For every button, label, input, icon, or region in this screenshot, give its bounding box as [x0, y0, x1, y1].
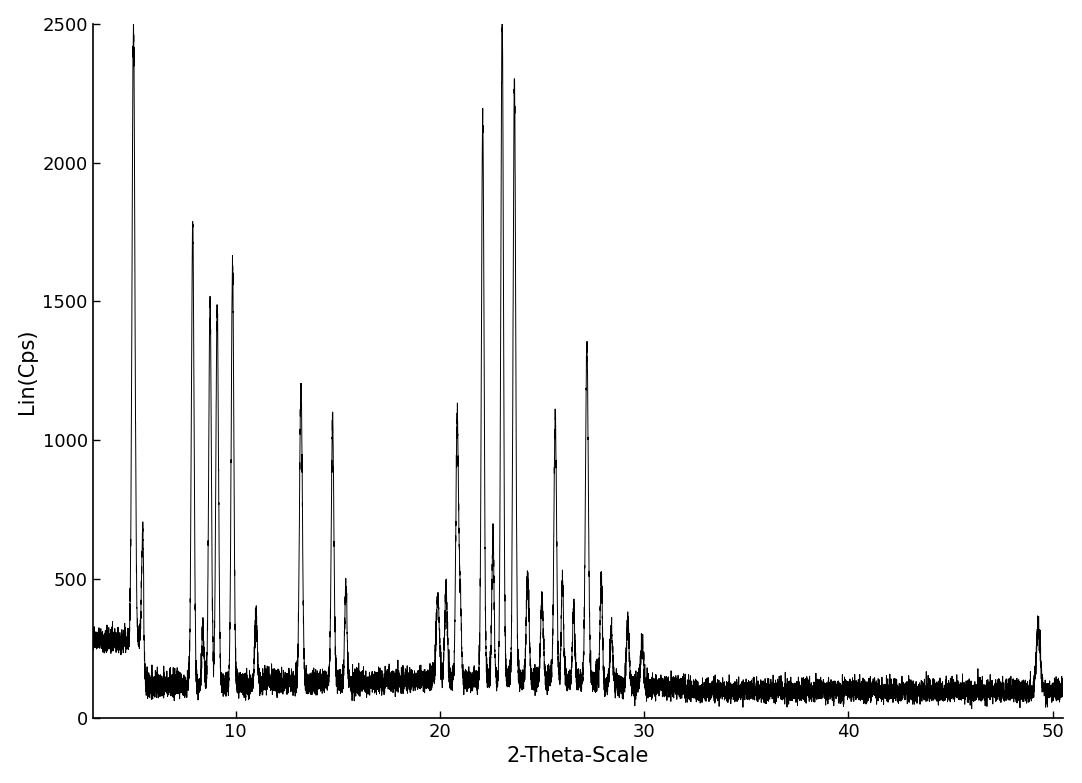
X-axis label: 2-Theta-Scale: 2-Theta-Scale [506, 746, 649, 767]
Y-axis label: Lin(Cps): Lin(Cps) [16, 328, 37, 413]
